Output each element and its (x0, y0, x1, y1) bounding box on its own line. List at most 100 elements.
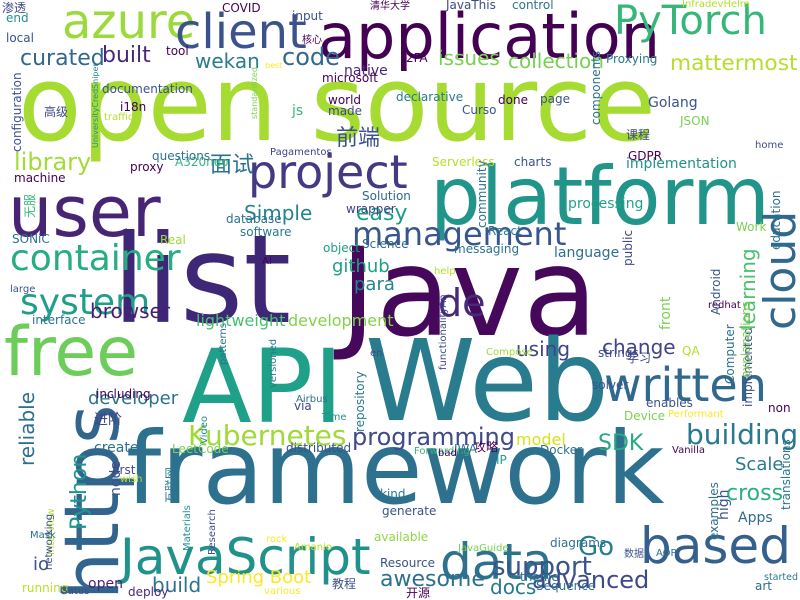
cloud-word: redhat (708, 300, 741, 311)
cloud-word: best (265, 61, 282, 70)
cloud-word: non (768, 401, 791, 415)
cloud-word: standardized (250, 67, 259, 119)
cloud-word: Device (624, 409, 665, 423)
cloud-word: Al (262, 256, 272, 267)
cloud-word: various (264, 586, 301, 597)
cloud-word: 进阶 (94, 412, 122, 428)
cloud-word: A320neo (175, 155, 228, 169)
cloud-word: Docker (540, 443, 582, 457)
cloud-word: Forwarding (414, 446, 470, 457)
cloud-word: de (438, 281, 486, 325)
cloud-word: messaging (454, 242, 519, 256)
cloud-word: Solution (362, 189, 411, 203)
cloud-word: easy (356, 201, 408, 226)
cloud-word: Performant (668, 409, 724, 420)
cloud-word: cross (726, 481, 783, 506)
cloud-word: node (108, 461, 124, 496)
cloud-word: 攻略 (474, 439, 498, 454)
cloud-word: AOP (656, 548, 677, 559)
cloud-word: SONiC (12, 232, 50, 246)
cloud-word: machine (14, 171, 66, 185)
cloud-word: high (716, 489, 732, 520)
cloud-word: Compose (486, 347, 533, 358)
cloud-word: issues (438, 46, 500, 70)
cloud-word: repository (353, 371, 367, 432)
cloud-word: strings (598, 346, 639, 360)
cloud-word: microsoft (322, 71, 378, 85)
cloud-word: done (498, 93, 528, 107)
cloud-word: 课程 (626, 127, 650, 142)
cloud-word: container (10, 238, 181, 279)
cloud-word: declarative (396, 90, 463, 104)
cloud-word: object (323, 241, 360, 255)
cloud-word: deploy (128, 585, 168, 599)
cloud-word: 核心 (302, 33, 322, 46)
cloud-word: first (112, 463, 136, 477)
cloud-word: functionalityAn (438, 294, 449, 370)
cloud-word: Java (333, 222, 598, 364)
cloud-word: Vanilla (672, 445, 705, 456)
cloud-word: using (516, 337, 570, 361)
cloud-word: kind (380, 487, 406, 501)
cloud-word: community (475, 160, 489, 228)
cloud-word: development (288, 311, 394, 330)
cloud-word: JavaGuide (457, 543, 509, 554)
cloud-word: Research (207, 509, 218, 555)
cloud-word: language (554, 245, 619, 261)
cloud-word: para (354, 274, 395, 295)
cloud-word: azure (62, 0, 195, 50)
cloud-word: world (328, 93, 361, 107)
cloud-word: documentation (102, 82, 193, 96)
cloud-word: en (370, 348, 383, 359)
cloud-word: enables (646, 396, 693, 410)
cloud-word: built (102, 43, 151, 68)
cloud-word: 互联网 (164, 467, 178, 503)
cloud-word: building (686, 418, 798, 451)
cloud-word: 前端 (336, 126, 380, 151)
cloud-word: distributed (286, 441, 351, 455)
cloud-word: database (226, 212, 282, 226)
cloud-word: platform (430, 150, 770, 243)
cloud-word: diagrams (550, 536, 606, 550)
cloud-word: Scale (735, 454, 783, 475)
cloud-word: proxy (130, 160, 163, 174)
cloud-word: tool (166, 44, 189, 58)
cloud-word: available (374, 530, 428, 544)
cloud-word: UniversityCredSniper (91, 63, 100, 148)
cloud-word: implementation (626, 156, 737, 172)
cloud-word: awesome (380, 567, 485, 592)
cloud-word: support (492, 552, 592, 582)
cloud-word: 渗透 (2, 0, 26, 15)
cloud-word: examples (707, 482, 721, 540)
cloud-word: software (240, 225, 292, 239)
cloud-word: application (318, 0, 660, 73)
cloud-word: list (112, 209, 291, 351)
cloud-word: JavaScript (117, 528, 371, 586)
cloud-word: curated (20, 46, 105, 71)
cloud-word: SDK (598, 431, 644, 456)
cloud-word: large (10, 284, 35, 295)
cloud-word: help (434, 266, 456, 277)
cloud-word: Proxying (606, 52, 657, 66)
cloud-word: started (764, 572, 798, 583)
cloud-word: 无服 (23, 194, 37, 218)
cloud-word: Golang (648, 95, 698, 111)
cloud-word: 清华大学 (370, 0, 410, 12)
cloud-word: 学习 (627, 350, 651, 365)
cloud-word: code (282, 43, 340, 71)
cloud-word: bad (438, 448, 457, 459)
cloud-word: developer (88, 388, 179, 409)
cloud-word: public (621, 230, 635, 266)
cloud-word: js (291, 103, 303, 119)
cloud-word: native (344, 63, 388, 79)
cloud-word: Sequence (536, 579, 595, 593)
cloud-word: Video (199, 416, 210, 444)
cloud-word: implemented (741, 327, 755, 407)
cloud-word: via (294, 399, 312, 413)
cloud-word: Python (67, 454, 92, 530)
cloud-word: patterns (218, 323, 229, 365)
cloud-word: lightweight (196, 311, 285, 330)
cloud-word: configuration (10, 72, 24, 152)
